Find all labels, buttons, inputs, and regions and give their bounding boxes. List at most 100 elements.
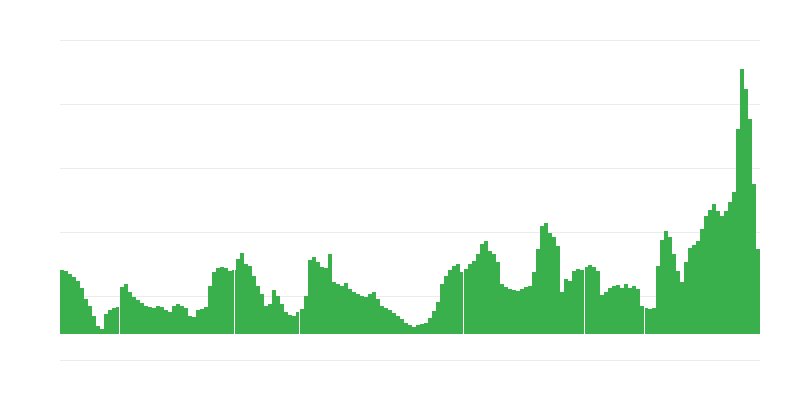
volume-bar (288, 315, 292, 334)
volume-bar (156, 306, 160, 334)
volume-bar (536, 249, 540, 334)
volume-bar (680, 282, 684, 334)
volume-bar (264, 306, 268, 334)
volume-bar (472, 261, 476, 334)
volume-bar (524, 287, 528, 334)
volume-bar (604, 292, 608, 334)
volume-bar (228, 271, 232, 334)
volume-bar (324, 268, 328, 334)
volume-bar (168, 312, 172, 334)
volume-bar (608, 288, 612, 334)
volume-bar (580, 270, 584, 334)
volume-bar (648, 309, 652, 334)
volume-bar (128, 292, 132, 334)
volume-bar (460, 272, 464, 334)
gridline (60, 232, 760, 233)
separator-gap (119, 306, 120, 334)
volume-bar (652, 308, 656, 334)
volume-bar (92, 316, 96, 334)
volume-bar (656, 266, 660, 334)
volume-bar (252, 276, 256, 334)
volume-bar (356, 294, 360, 334)
volume-bar (192, 317, 196, 334)
volume-bar (212, 272, 216, 334)
volume-bar (256, 286, 260, 334)
separator-gap (644, 307, 645, 334)
volume-bar (736, 129, 740, 334)
volume-bar (404, 323, 408, 334)
volume-bar (740, 69, 744, 334)
volume-bar (664, 231, 668, 334)
volume-bar (732, 192, 736, 334)
volume-bar (208, 286, 212, 334)
volume-bar (124, 284, 128, 334)
volume-bar (512, 290, 516, 334)
volume-bar (556, 246, 560, 334)
volume-bar (712, 204, 716, 334)
volume-bar (624, 284, 628, 334)
volume-bar (452, 266, 456, 334)
gridline (60, 360, 760, 361)
volume-bar (468, 264, 472, 334)
volume-bar (548, 233, 552, 334)
volume-bar (492, 254, 496, 334)
volume-bar (756, 249, 760, 334)
volume-bar (600, 295, 604, 334)
volume-bar (688, 248, 692, 334)
volume-bar (116, 307, 120, 334)
volume-bar (280, 304, 284, 334)
volume-bar (520, 289, 524, 334)
volume-bar (188, 316, 192, 334)
volume-bar (752, 184, 756, 334)
volume-bar (432, 311, 436, 334)
volume-bar (104, 314, 108, 334)
volume-bar (376, 299, 380, 334)
volume-bar (84, 299, 88, 334)
volume-bar (620, 288, 624, 334)
volume-bar (320, 267, 324, 334)
volume-bar (508, 289, 512, 334)
volume-bar (420, 324, 424, 334)
volume-bar (672, 254, 676, 334)
volume-bar (268, 304, 272, 334)
volume-bar (300, 309, 304, 334)
volume-bar (136, 300, 140, 334)
volume-bar (504, 287, 508, 334)
volume-bar (112, 308, 116, 334)
volume-bar (312, 257, 316, 334)
volume-bar (544, 223, 548, 334)
volume-bar (532, 272, 536, 334)
volume-bar (464, 269, 468, 334)
volume-bar (400, 319, 404, 334)
gridline (60, 168, 760, 169)
volume-bar (240, 253, 244, 334)
volume-bar (576, 269, 580, 334)
volume-bar (64, 271, 68, 334)
volume-bar (484, 241, 488, 334)
volume-bar (348, 289, 352, 334)
volume-bar (68, 274, 72, 334)
volume-bar (636, 289, 640, 334)
volume-bar (132, 297, 136, 334)
volume-bar (204, 307, 208, 334)
volume-bar (408, 325, 412, 334)
volume-bar (304, 296, 308, 334)
volume-bar (640, 306, 644, 334)
volume-bar (60, 270, 64, 334)
volume-bar (196, 310, 200, 334)
separator-gap (234, 269, 235, 334)
volume-bar (628, 288, 632, 334)
volume-bar (676, 271, 680, 334)
gridline (60, 40, 760, 41)
volume-bar (164, 310, 168, 334)
volume-bar (96, 326, 100, 334)
volume-bar (416, 325, 420, 334)
volume-bar (80, 288, 84, 334)
volume-bar (244, 264, 248, 334)
volume-bar (248, 266, 252, 334)
volume-bar (292, 316, 296, 334)
volume-bar (560, 292, 564, 334)
volume-bar (220, 267, 224, 334)
volume-bar (660, 240, 664, 334)
volume-bar (392, 313, 396, 334)
